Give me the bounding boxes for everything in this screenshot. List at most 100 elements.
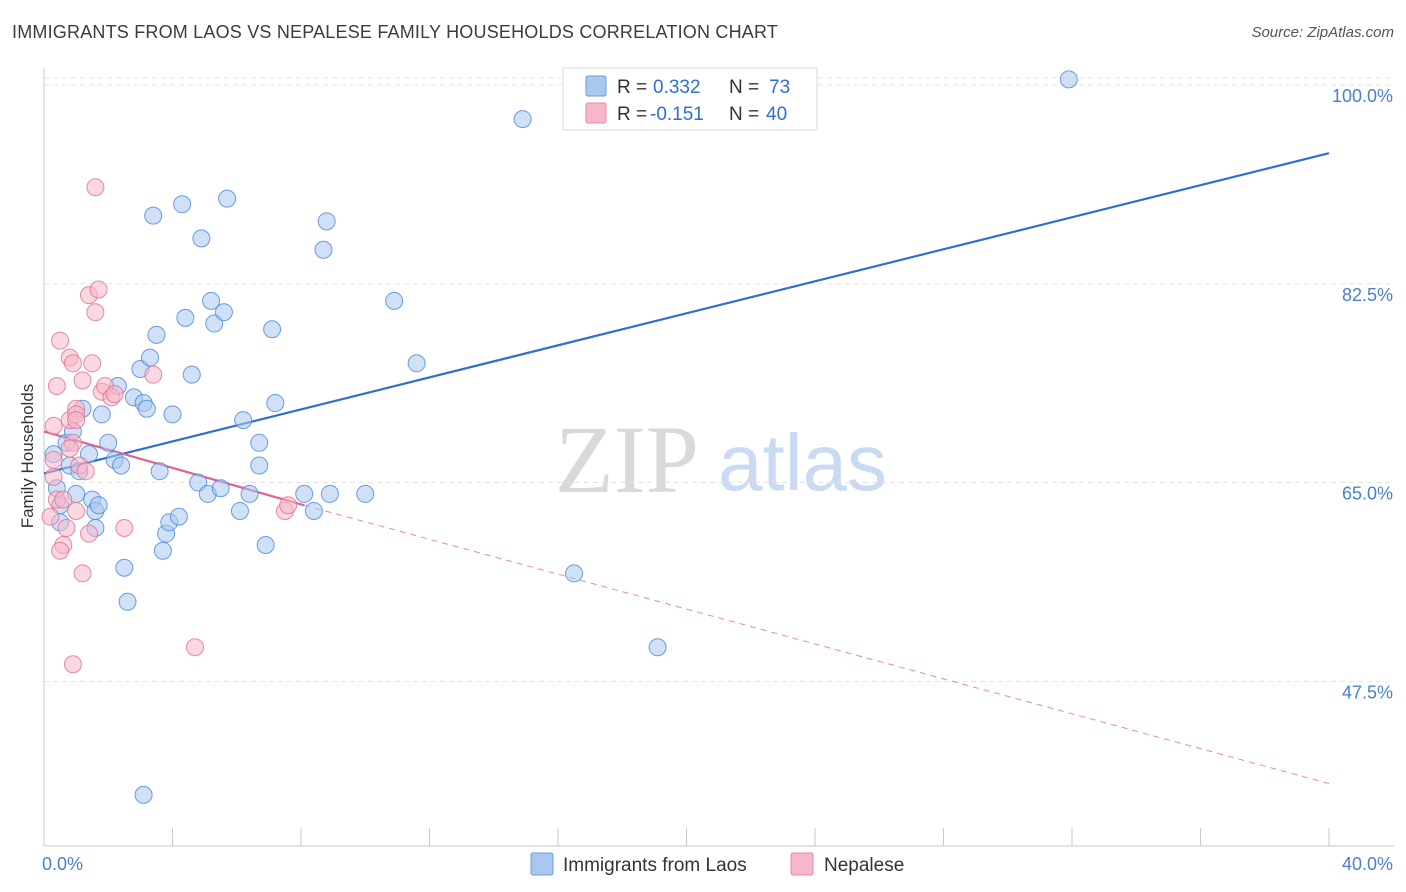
nepalese-point xyxy=(63,354,82,373)
legend-bottom: Immigrants from Laos Nepalese xyxy=(530,852,904,876)
trend-lines xyxy=(43,152,1330,785)
legend-r-label-laos: R = xyxy=(617,77,647,98)
legend-n-label-nepalese: N = xyxy=(729,104,759,125)
nepalese-point xyxy=(63,655,82,674)
nepalese-point xyxy=(86,178,105,197)
nepalese-point xyxy=(57,518,76,537)
laos-point xyxy=(304,501,323,520)
laos-point xyxy=(153,541,172,560)
legend-n-value-laos: 73 xyxy=(769,77,790,98)
nepalese-point xyxy=(67,501,86,520)
laos-point xyxy=(230,501,249,520)
nepalese-point xyxy=(54,490,73,509)
laos-point xyxy=(314,240,333,259)
laos-point xyxy=(211,479,230,498)
nepalese-point xyxy=(86,303,105,322)
axis-ticks: 47.5% 65.0% 82.5% 100.0% xyxy=(43,86,1393,846)
laos-point xyxy=(163,405,182,424)
x-tick-label-min: 0.0% xyxy=(42,854,83,874)
watermark-zip: ZIP xyxy=(555,406,699,513)
legend-top: R = 0.332 N = 73 R = -0.151 N = 40 xyxy=(562,67,818,131)
nepalese-point xyxy=(44,450,63,469)
watermark-atlas: atlas xyxy=(718,418,887,507)
laos-point xyxy=(565,564,584,583)
data-points xyxy=(41,70,1078,804)
laos-point xyxy=(648,638,667,657)
laos-point xyxy=(115,558,134,577)
legend-r-value-laos: 0.332 xyxy=(653,77,701,98)
laos-point xyxy=(182,365,201,384)
nepalese-trend-extension xyxy=(304,504,1330,785)
laos-point xyxy=(92,405,111,424)
laos-point xyxy=(118,592,137,611)
laos-point xyxy=(169,507,188,526)
laos-point xyxy=(356,484,375,503)
y-tick-label: 82.5% xyxy=(1342,285,1393,305)
nepalese-point xyxy=(83,354,102,373)
laos-point xyxy=(240,484,259,503)
nepalese-point xyxy=(79,524,98,543)
y-axis-title: Family Households xyxy=(18,384,37,529)
laos-point xyxy=(202,291,221,310)
legend-bottom-label-laos: Immigrants from Laos xyxy=(563,855,747,876)
laos-point xyxy=(320,484,339,503)
laos-point xyxy=(218,189,237,208)
laos-point xyxy=(147,325,166,344)
nepalese-point xyxy=(73,371,92,390)
nepalese-point xyxy=(51,331,70,350)
laos-point xyxy=(144,206,163,225)
grid-lines xyxy=(44,77,1394,682)
nepalese-point xyxy=(67,411,86,430)
laos-point xyxy=(234,411,253,430)
nepalese-trend-line xyxy=(43,430,305,507)
source-label: Source: ZipAtlas.com xyxy=(1251,24,1394,41)
legend-n-label-laos: N = xyxy=(729,77,759,98)
legend-swatch-nepalese xyxy=(585,102,607,124)
nepalese-point xyxy=(44,416,63,435)
laos-point xyxy=(214,303,233,322)
laos-point xyxy=(150,462,169,481)
legend-r-value-nepalese: -0.151 xyxy=(650,104,704,125)
laos-point xyxy=(317,212,336,231)
laos-point xyxy=(99,433,118,452)
legend-bottom-swatch-nepalese xyxy=(790,852,814,876)
laos-point xyxy=(173,195,192,214)
legend-bottom-label-nepalese: Nepalese xyxy=(824,855,904,876)
laos-point xyxy=(137,399,156,418)
laos-point xyxy=(1059,70,1078,89)
laos-point xyxy=(176,308,195,327)
laos-point xyxy=(192,229,211,248)
axes xyxy=(43,68,1394,847)
legend-r-label-nepalese: R = xyxy=(617,104,647,125)
nepalese-point xyxy=(115,518,134,537)
laos-point xyxy=(266,394,285,413)
y-tick-label: 65.0% xyxy=(1342,484,1393,504)
laos-point xyxy=(250,456,269,475)
laos-point xyxy=(295,484,314,503)
laos-point xyxy=(89,496,108,515)
nepalese-point xyxy=(44,467,63,486)
nepalese-point xyxy=(41,507,60,526)
y-tick-label: 100.0% xyxy=(1332,86,1393,106)
laos-point xyxy=(141,348,160,367)
legend-n-value-nepalese: 40 xyxy=(766,104,787,125)
nepalese-point xyxy=(279,496,298,515)
laos-point xyxy=(513,110,532,129)
nepalese-point xyxy=(51,541,70,560)
nepalese-point xyxy=(144,365,163,384)
nepalese-point xyxy=(89,280,108,299)
legend-swatch-laos xyxy=(585,75,607,97)
laos-point xyxy=(134,785,153,804)
laos-point xyxy=(407,354,426,373)
chart-title: IMMIGRANTS FROM LAOS VS NEPALESE FAMILY … xyxy=(12,22,779,42)
laos-point xyxy=(256,536,275,555)
laos-point xyxy=(250,433,269,452)
nepalese-point xyxy=(73,564,92,583)
nepalese-point xyxy=(105,384,124,403)
nepalese-point xyxy=(185,638,204,657)
laos-trend-line xyxy=(43,152,1330,475)
laos-point xyxy=(385,291,404,310)
nepalese-point xyxy=(60,439,79,458)
nepalese-point xyxy=(47,377,66,396)
y-tick-label: 47.5% xyxy=(1342,682,1393,702)
